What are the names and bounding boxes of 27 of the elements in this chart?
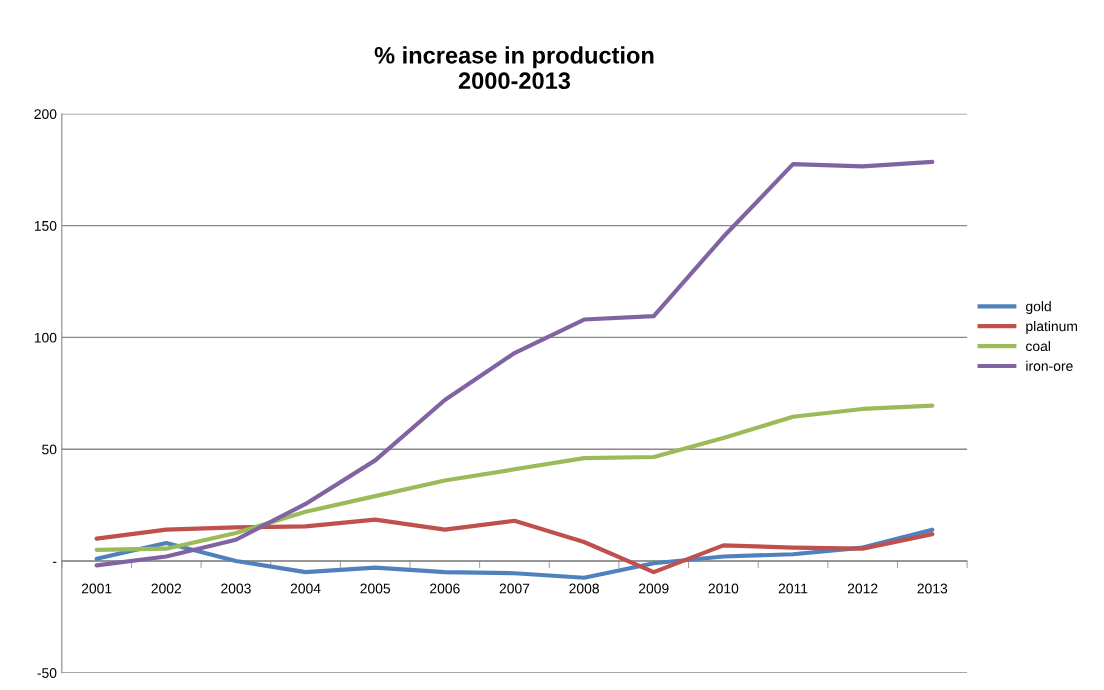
line-series bbox=[94, 403, 935, 552]
x-tick-label: 2009 bbox=[638, 583, 669, 594]
y-tick-label: - bbox=[52, 561, 57, 563]
x-tick-label: 2011 bbox=[778, 583, 808, 594]
legend-label: gold bbox=[1026, 301, 1051, 315]
y-tick-label: 150 bbox=[34, 220, 57, 231]
x-tick-label: 2010 bbox=[708, 583, 739, 594]
x-tick-label: 2007 bbox=[499, 583, 530, 594]
x-tick-label: 2002 bbox=[151, 583, 182, 594]
x-tick-label: 2013 bbox=[917, 583, 948, 594]
x-tick-label: 2008 bbox=[569, 583, 599, 594]
chart-title: % increase in production 2000-2013 bbox=[374, 46, 654, 90]
y-tick-label: 100 bbox=[34, 332, 57, 343]
x-tick-label: 2001 bbox=[81, 583, 112, 594]
legend-label: coal bbox=[1026, 340, 1050, 352]
y-tick-label: -50 bbox=[37, 668, 57, 678]
legend-label: iron-ore bbox=[1026, 360, 1073, 371]
legend-label: platinum bbox=[1026, 320, 1078, 334]
x-tick-label: 2005 bbox=[360, 583, 391, 594]
x-tick-label: 2004 bbox=[290, 583, 321, 594]
x-tick-label: 2012 bbox=[847, 583, 878, 594]
line-series bbox=[94, 517, 935, 575]
y-tick-label: 200 bbox=[34, 109, 57, 120]
line-series bbox=[94, 159, 935, 568]
x-tick-label: 2003 bbox=[221, 583, 251, 594]
y-tick-label: 50 bbox=[42, 444, 57, 455]
x-tick-label: 2006 bbox=[430, 583, 460, 594]
